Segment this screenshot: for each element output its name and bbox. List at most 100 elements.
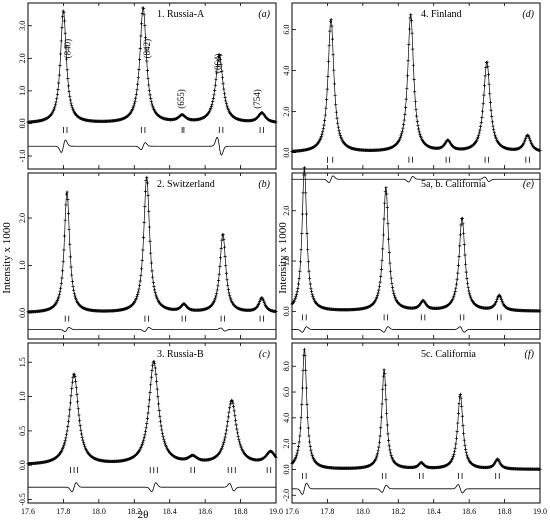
observed-point — [147, 225, 151, 229]
observed-point — [70, 273, 74, 277]
observed-point — [381, 387, 385, 391]
y-tick-label: 1.0 — [18, 392, 27, 402]
observed-point — [455, 429, 459, 434]
observed-point — [308, 282, 312, 286]
panel-frame — [27, 172, 277, 340]
observed-point — [383, 371, 387, 376]
observed-point — [482, 83, 487, 88]
observed-point — [51, 108, 56, 113]
observed-point — [81, 438, 85, 442]
observed-point — [146, 76, 150, 81]
y-tick-label: 1.0 — [18, 86, 27, 96]
calculated-profile — [27, 361, 277, 465]
observed-point — [481, 102, 485, 106]
observed-point — [77, 413, 81, 417]
observed-point — [385, 192, 389, 196]
observed-point — [332, 68, 336, 72]
observed-point — [401, 126, 405, 130]
observed-point — [454, 282, 459, 286]
panel-title: 3. Russia-B — [157, 349, 204, 360]
x-tick-label: 17.8 — [56, 507, 70, 516]
observed-point — [239, 446, 244, 450]
observed-point — [147, 209, 151, 213]
hkl-label: (655) — [176, 89, 186, 109]
observed-point — [218, 57, 223, 61]
observed-point — [490, 120, 494, 124]
observed-point — [338, 131, 342, 135]
observed-point — [305, 402, 309, 406]
observed-point — [67, 414, 71, 418]
observed-point — [224, 271, 228, 275]
observed-point — [488, 92, 492, 96]
observed-point — [492, 128, 496, 132]
observed-point — [334, 110, 338, 114]
observed-point — [55, 299, 59, 303]
observed-point — [143, 205, 147, 209]
observed-point — [224, 263, 228, 268]
observed-point — [64, 203, 68, 207]
observed-point — [375, 452, 380, 456]
observed-point — [150, 368, 154, 373]
observed-point — [529, 140, 533, 144]
observed-point — [73, 375, 77, 379]
observed-point — [147, 405, 151, 409]
observed-point — [306, 416, 310, 420]
observed-point — [409, 13, 413, 17]
observed-point — [377, 445, 381, 449]
observed-point — [306, 247, 310, 252]
observed-point — [462, 438, 466, 442]
hkl-label: (754) — [252, 89, 262, 109]
observed-point — [328, 19, 333, 23]
observed-point — [145, 68, 150, 73]
hkl-label: (664) — [213, 53, 223, 72]
observed-point — [468, 294, 472, 298]
observed-point — [463, 253, 467, 257]
observed-point — [233, 413, 237, 418]
observed-point — [458, 233, 462, 237]
observed-point — [138, 283, 142, 288]
observed-point — [220, 69, 224, 73]
observed-point — [74, 385, 78, 390]
observed-point — [480, 115, 484, 119]
observed-point — [225, 424, 229, 428]
observed-point — [220, 238, 224, 242]
y-tick-label: 0.0 — [282, 306, 291, 316]
observed-point — [76, 407, 80, 411]
observed-point — [390, 455, 394, 459]
calculated-profile — [291, 349, 540, 470]
observed-point — [142, 221, 146, 225]
y-tick-label: 2.0 — [282, 107, 291, 117]
observed-point — [62, 11, 66, 15]
observed-point — [524, 136, 528, 141]
observed-point — [143, 433, 147, 437]
observed-point — [150, 102, 154, 106]
observed-point — [450, 456, 455, 460]
observed-point — [153, 291, 157, 295]
observed-point — [469, 296, 473, 300]
observed-point — [494, 299, 498, 303]
observed-point — [224, 428, 228, 432]
x-axis-label-left: 2θ — [138, 509, 149, 521]
observed-point — [225, 104, 229, 108]
observed-point — [274, 309, 278, 314]
observed-points — [26, 6, 278, 124]
observed-point — [419, 136, 423, 140]
panel-2: 0.0 2.0 4.0 6.0 4. Finland (d) — [282, 2, 542, 184]
observed-point — [224, 99, 228, 103]
observed-point — [62, 443, 66, 447]
observed-point — [459, 396, 463, 400]
observed-point — [164, 443, 168, 447]
observed-point — [303, 173, 307, 177]
observed-point — [133, 99, 137, 103]
y-tick-label: 1.5 — [18, 357, 27, 367]
observed-point — [153, 288, 157, 292]
y-tick-label: 0.0 — [18, 308, 27, 318]
observed-point — [319, 136, 323, 140]
observed-point — [217, 272, 221, 276]
y-tick-label: 1.0 — [18, 260, 27, 270]
observed-point — [325, 87, 329, 91]
observed-point — [300, 402, 304, 406]
panel-3: 0.0 1.0 2.0 2. Switzerland (b) — [18, 172, 278, 340]
y-tick-label: 0.0 — [282, 464, 291, 474]
observed-point — [64, 433, 69, 437]
